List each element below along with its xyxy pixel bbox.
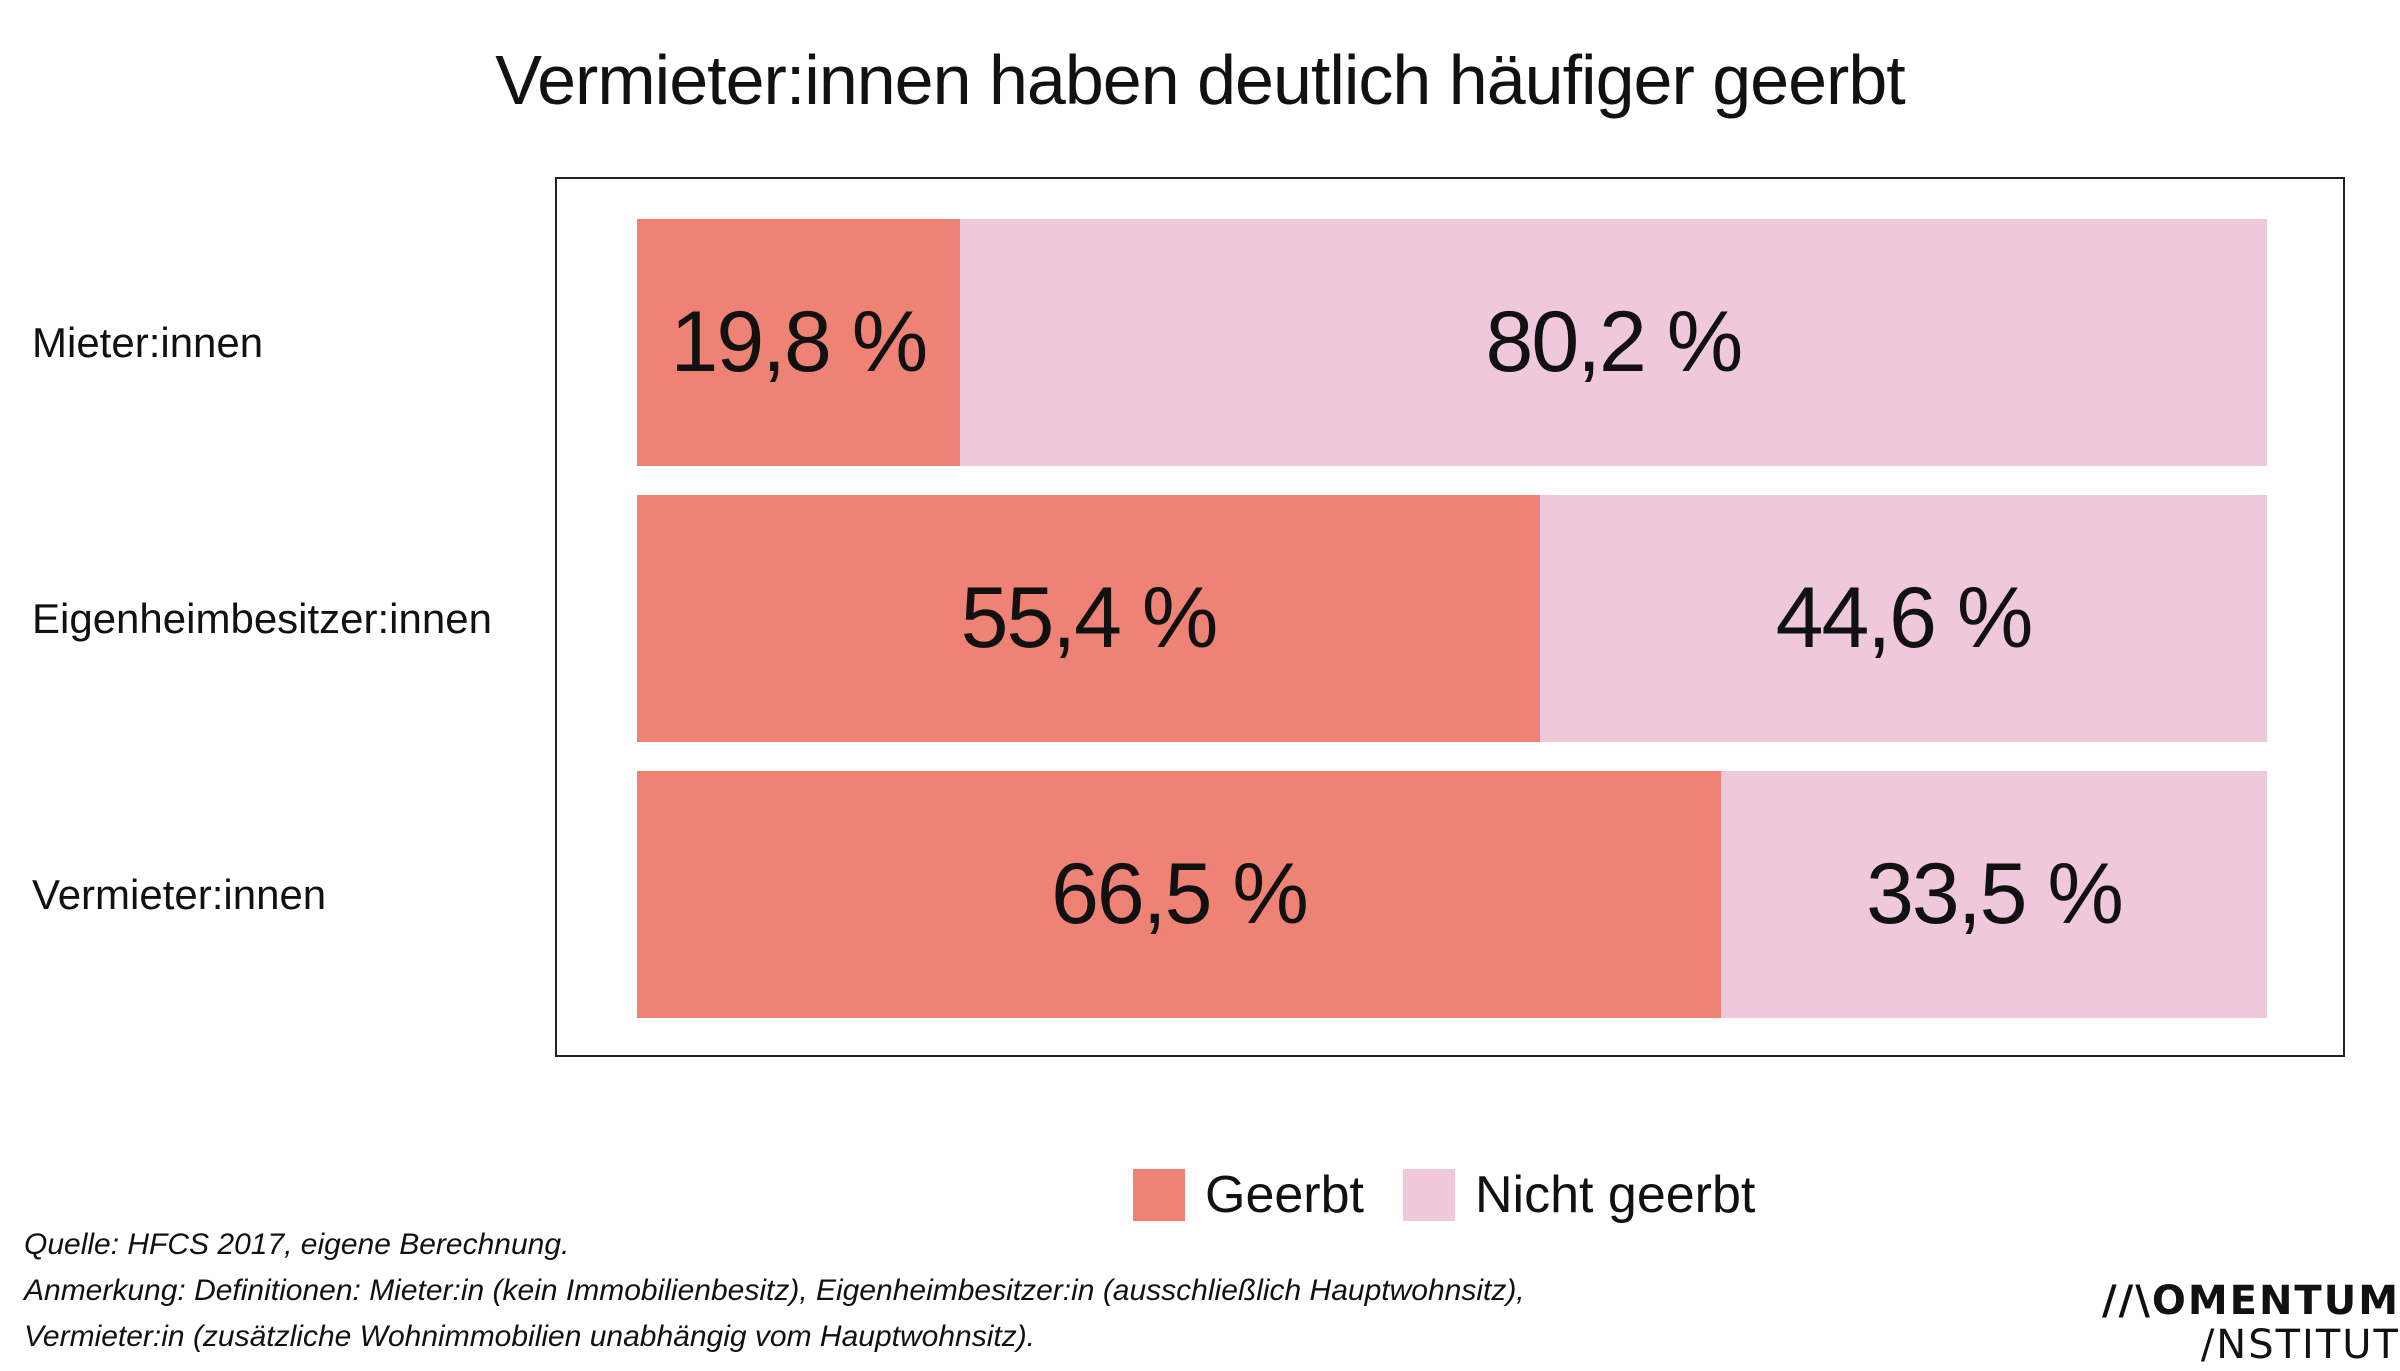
data-label-geerbt-mieter-innen: 19,8 % (670, 294, 928, 390)
bar-geerbt-vermieter-innen: 66,5 % (637, 771, 1721, 1018)
legend-item-geerbt: Geerbt (1133, 1165, 1364, 1225)
data-label-nicht-geerbt-vermieter-innen: 33,5 % (1866, 846, 2124, 942)
legend-item-nicht-geerbt: Nicht geerbt (1403, 1165, 1755, 1225)
data-label-geerbt-vermieter-innen: 66,5 % (1051, 846, 1309, 942)
definition-note-line-2: Vermieter:in (zusätzliche Wohnimmobilien… (24, 1320, 1036, 1353)
chart-title: Vermieter:innen haben deutlich häufiger … (495, 41, 1905, 119)
data-label-nicht-geerbt-eigenheimbesitzer-innen: 44,6 % (1775, 570, 2034, 666)
logo-momentum: //\OMENTUM (2101, 1278, 2400, 1324)
source-note: Quelle: HFCS 2017, eigene Berechnung. (24, 1228, 570, 1261)
data-label-nicht-geerbt-mieter-innen: 80,2 % (1485, 294, 1743, 390)
plot-frame (555, 177, 2345, 1057)
legend-swatch-nicht-geerbt (1403, 1169, 1455, 1221)
legend-label-geerbt: Geerbt (1205, 1166, 1364, 1224)
bar-geerbt-mieter-innen: 19,8 % (637, 219, 960, 466)
category-label-vermieter-innen: Vermieter:innen (32, 870, 327, 918)
bar-nicht-geerbt-mieter-innen: 80,2 % (959, 219, 2267, 466)
category-label-eigenheimbesitzer-innen: Eigenheimbesitzer:innen (32, 594, 492, 642)
bar-geerbt-eigenheimbesitzer-innen: 55,4 % (637, 495, 1541, 742)
data-label-geerbt-eigenheimbesitzer-innen: 55,4 % (960, 570, 1219, 666)
bar-nicht-geerbt-eigenheimbesitzer-innen: 44,6 % (1540, 495, 2267, 742)
legend-swatch-geerbt (1133, 1169, 1185, 1221)
definition-note-line-1: Anmerkung: Definitionen: Mieter:in (kein… (24, 1274, 1525, 1307)
legend-label-nicht-geerbt: Nicht geerbt (1475, 1166, 1756, 1224)
bar-nicht-geerbt-vermieter-innen: 33,5 % (1720, 771, 2267, 1018)
logo-institut: /NSTITUT (2200, 1322, 2400, 1368)
category-label-mieter-innen: Mieter:innen (32, 318, 264, 366)
